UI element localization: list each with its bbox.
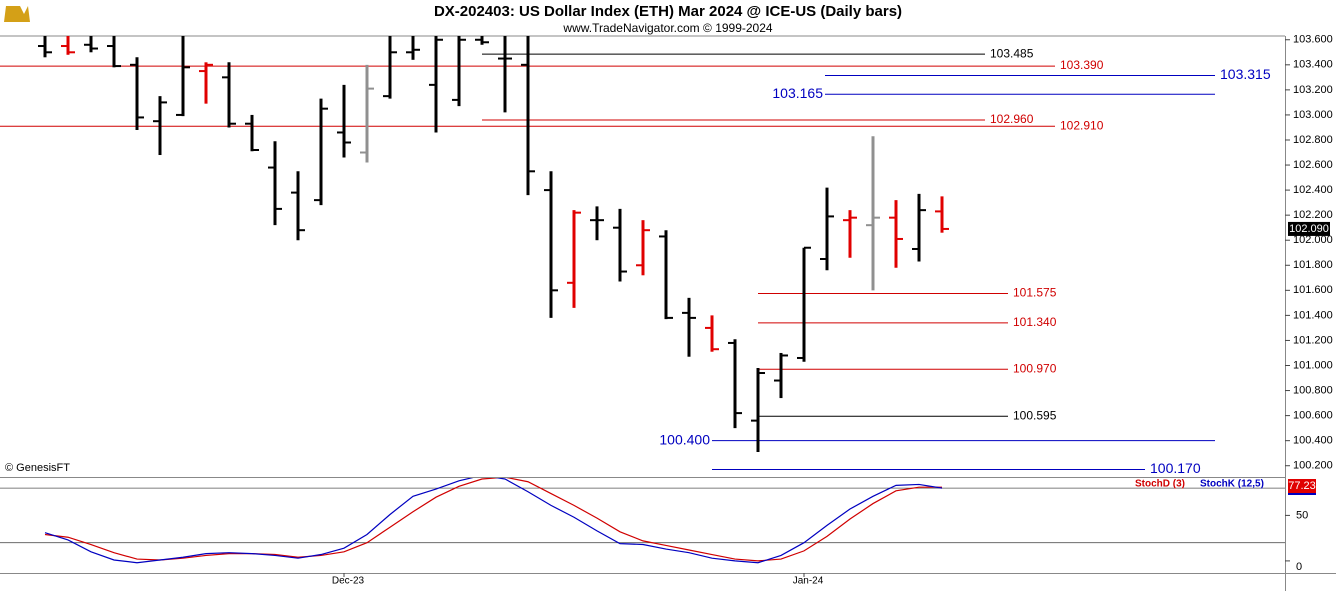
ohlc-bar (222, 62, 236, 128)
ohlc-bar (590, 206, 604, 241)
level-label: 103.390 (1060, 58, 1104, 72)
ohlc-bar (567, 210, 581, 308)
y-tick-label: 102.600 (1293, 159, 1333, 171)
ohlc-bar (383, 36, 397, 99)
ohlc-bar (797, 246, 811, 362)
ohlc-bar (613, 208, 627, 282)
legend-label: StochK (12,5) (1200, 479, 1264, 490)
level-label: 100.170 (1150, 460, 1201, 476)
ohlc-bar (452, 36, 466, 107)
ohlc-bar (843, 210, 857, 258)
last-price-box (1288, 221, 1330, 236)
y-tick-label: 103.400 (1293, 59, 1333, 71)
last-price-label: 102.090 (1289, 223, 1329, 235)
legend-label: StochD (3) (1135, 479, 1185, 490)
ohlc-bar (337, 84, 351, 158)
ohlc-bar (866, 136, 880, 291)
ohlc-bar (544, 171, 558, 318)
ohlc-bar (84, 36, 98, 53)
y-tick-label: 102.000 (1293, 234, 1333, 246)
ohlc-bar (682, 297, 696, 357)
y-tick-label: 103.000 (1293, 109, 1333, 121)
last-value-box (1288, 479, 1316, 493)
ohlc-bar (314, 98, 328, 206)
ohlc-bar (153, 96, 167, 156)
y-tick-label: 100.600 (1293, 410, 1333, 422)
level-label: 101.575 (1013, 286, 1057, 300)
level-label: 100.595 (1013, 408, 1057, 422)
y-tick-label: 100.800 (1293, 384, 1333, 396)
level-label: 100.400 (659, 431, 710, 447)
ohlc-bar (820, 187, 834, 271)
level-label: 102.960 (990, 112, 1034, 126)
ohlc-bar (268, 141, 282, 226)
last-value-label: 77.23 (1288, 480, 1316, 492)
y-tick-label: 102.400 (1293, 184, 1333, 196)
credit: © GenesisFT (5, 462, 70, 474)
ohlc-bar (751, 368, 765, 452)
ohlc-bar (705, 315, 719, 352)
ohlc-bar (107, 36, 121, 68)
ohlc-bar (728, 339, 742, 429)
ohlc-bar (774, 352, 788, 399)
y-tick-label: 101.200 (1293, 334, 1333, 346)
stoch-line (44, 478, 942, 562)
y-tick-label: 102.200 (1293, 209, 1333, 221)
level-label: 103.165 (772, 85, 823, 101)
ohlc-bar (176, 36, 190, 117)
level-label: 100.970 (1013, 361, 1057, 375)
ohlc-bar (130, 57, 144, 130)
ohlc-bar (199, 62, 213, 104)
ohlc-bar (889, 200, 903, 268)
y-tick-label: 101.800 (1293, 259, 1333, 271)
chart-subtitle: www.TradeNavigator.com © 1999-2024 (562, 21, 772, 35)
chart-title: DX-202403: US Dollar Index (ETH) Mar 202… (434, 3, 902, 20)
level-label: 101.340 (1013, 315, 1057, 329)
y-tick-label: 103.600 (1293, 34, 1333, 46)
price-panel (0, 36, 1215, 470)
ohlc-bar (935, 196, 949, 233)
level-label: 102.910 (1060, 118, 1104, 132)
y-tick-label: 101.400 (1293, 309, 1333, 321)
ohlc-bar (636, 220, 650, 276)
level-label: 103.315 (1220, 66, 1271, 82)
ohlc-bar (245, 114, 259, 152)
ohlc-bar (475, 36, 489, 45)
ohlc-bar (360, 64, 374, 163)
ohlc-bar (406, 36, 420, 60)
ohlc-bar (429, 36, 443, 133)
x-tick-label: Jan-24 (793, 576, 824, 587)
y-tick-label: 100.400 (1293, 435, 1333, 447)
logo (4, 6, 30, 22)
ohlc-bar (38, 36, 52, 58)
ohlc-bar (61, 36, 75, 55)
x-tick-label: Dec-23 (332, 576, 365, 587)
stoch-line (44, 478, 943, 564)
stoch-panel (0, 478, 1285, 564)
y-tick-label: 101.600 (1293, 284, 1333, 296)
ohlc-bar (291, 171, 305, 241)
y-tick-label: 103.200 (1293, 84, 1333, 96)
level-label: 103.485 (990, 46, 1034, 60)
y-tick-label: 102.800 (1293, 134, 1333, 146)
ohlc-bar (659, 230, 673, 320)
ohlc-bar (912, 193, 926, 262)
y-tick-label: 100.200 (1293, 460, 1333, 472)
ohlc-bar (498, 36, 512, 113)
ohlc-bar (521, 36, 535, 196)
y-tick-label: 0 (1296, 561, 1302, 573)
y-tick-label: 101.000 (1293, 359, 1333, 371)
y-tick-label: 50 (1296, 509, 1308, 521)
